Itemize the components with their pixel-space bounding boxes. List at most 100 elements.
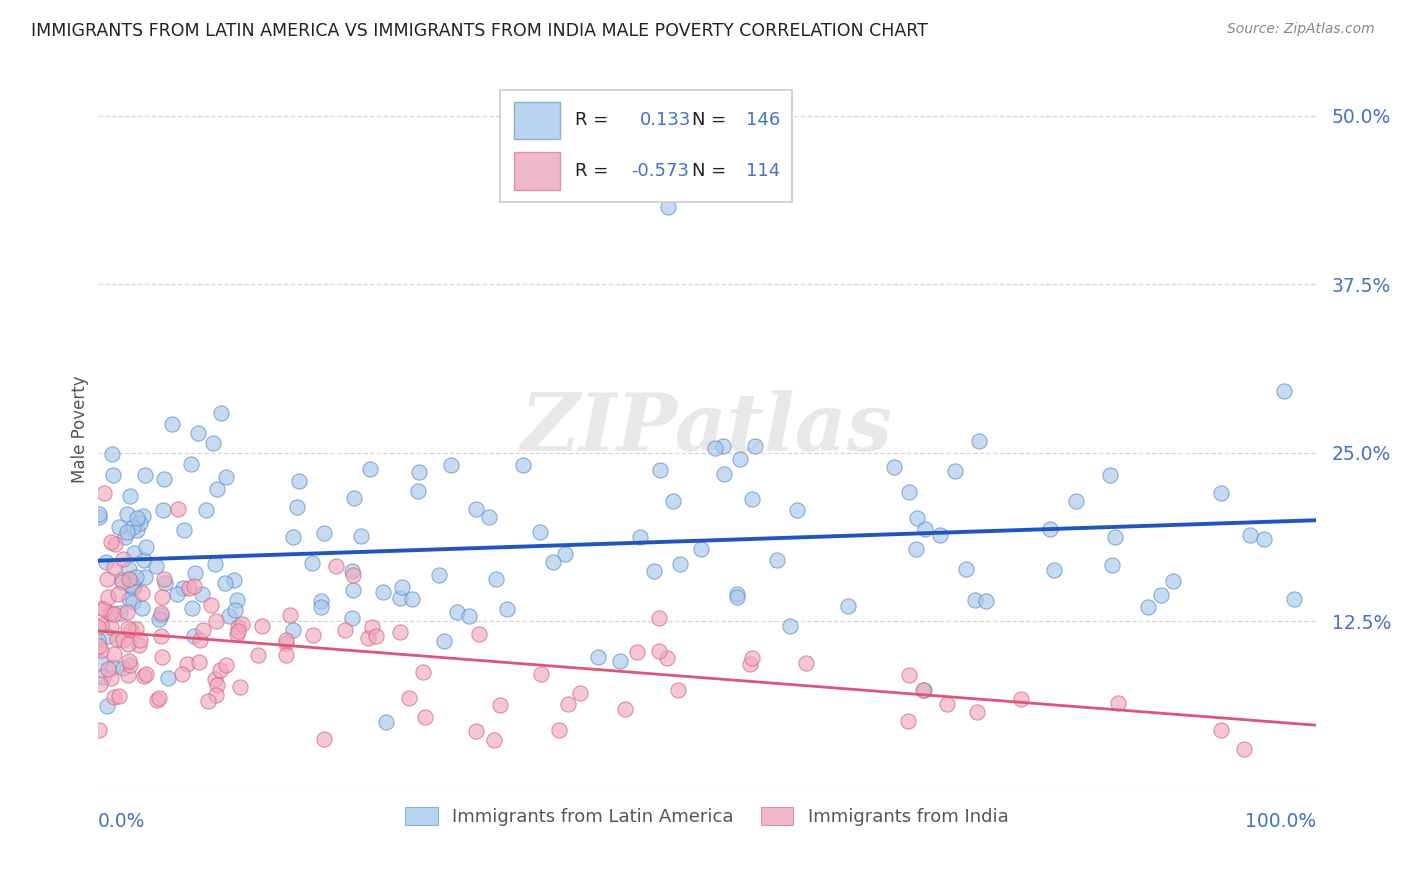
Point <box>440 458 463 472</box>
Point <box>225 626 247 640</box>
Point <box>283 623 305 637</box>
Point <box>246 648 269 662</box>
Point <box>97 590 120 604</box>
Point <box>738 657 761 671</box>
Point <box>204 557 226 571</box>
Point <box>209 406 232 420</box>
Point <box>274 648 297 663</box>
Point <box>1010 692 1032 706</box>
Point <box>898 485 921 500</box>
Point <box>118 489 141 503</box>
Point <box>288 474 311 488</box>
Text: ZIPatlas: ZIPatlas <box>520 391 893 468</box>
Point <box>122 545 145 559</box>
Point <box>115 525 138 540</box>
Point <box>229 680 252 694</box>
Point <box>215 658 238 673</box>
Point <box>741 651 763 665</box>
Point <box>188 655 211 669</box>
Point <box>398 690 420 705</box>
Point <box>87 509 110 524</box>
Point <box>125 511 148 525</box>
Point <box>231 616 253 631</box>
Point <box>837 599 859 613</box>
Point <box>547 723 569 738</box>
Point <box>118 572 141 586</box>
Point <box>128 633 150 648</box>
Point <box>117 621 139 635</box>
Point <box>108 520 131 534</box>
Legend: Immigrants from Latin America, Immigrants from India: Immigrants from Latin America, Immigrant… <box>396 797 1018 835</box>
Point <box>283 530 305 544</box>
Point <box>1253 532 1275 546</box>
Point <box>1099 468 1122 483</box>
Point <box>666 683 689 698</box>
Point <box>118 657 141 672</box>
Point <box>224 603 246 617</box>
Point <box>215 470 238 484</box>
Point <box>1043 564 1066 578</box>
Point <box>97 662 120 676</box>
Point <box>148 612 170 626</box>
Point <box>226 620 249 634</box>
Point <box>87 632 110 647</box>
Point <box>134 553 156 567</box>
Point <box>427 568 450 582</box>
Point <box>176 657 198 672</box>
Point <box>177 581 200 595</box>
Point <box>1064 494 1087 508</box>
Point <box>100 606 122 620</box>
Point <box>314 731 336 746</box>
Point <box>897 714 920 729</box>
Point <box>101 447 124 461</box>
Point <box>287 500 309 515</box>
Point <box>149 607 172 622</box>
Point <box>121 581 143 595</box>
Point <box>134 467 156 482</box>
Point <box>484 733 506 747</box>
Point <box>183 579 205 593</box>
Point <box>110 573 132 587</box>
Point <box>898 668 921 682</box>
Point <box>489 698 512 712</box>
Point <box>118 561 141 575</box>
Point <box>191 623 214 637</box>
Point <box>614 701 637 715</box>
Point <box>650 463 672 477</box>
Point <box>218 608 240 623</box>
Point <box>91 601 114 615</box>
Point <box>183 629 205 643</box>
Point <box>786 502 808 516</box>
Point <box>135 540 157 554</box>
Point <box>131 601 153 615</box>
Point <box>103 537 125 551</box>
Point <box>101 660 124 674</box>
Point <box>389 591 412 605</box>
Point <box>89 655 111 669</box>
Point <box>647 644 669 658</box>
Point <box>301 557 323 571</box>
Point <box>91 670 114 684</box>
Point <box>371 585 394 599</box>
Point <box>209 663 232 677</box>
Point <box>467 626 489 640</box>
Point <box>207 678 229 692</box>
Point <box>103 607 125 622</box>
Point <box>413 710 436 724</box>
Point <box>1282 592 1305 607</box>
Point <box>181 600 204 615</box>
Point <box>132 669 155 683</box>
Point <box>87 619 110 633</box>
Point <box>120 624 142 638</box>
Point <box>366 629 388 643</box>
Text: 146: 146 <box>745 112 780 129</box>
Text: N =: N = <box>692 162 733 180</box>
Point <box>87 507 110 521</box>
Point <box>125 623 148 637</box>
Point <box>207 482 229 496</box>
Point <box>93 602 115 616</box>
Point <box>401 591 423 606</box>
Point <box>465 502 488 516</box>
Point <box>153 575 176 590</box>
Point <box>966 705 988 719</box>
